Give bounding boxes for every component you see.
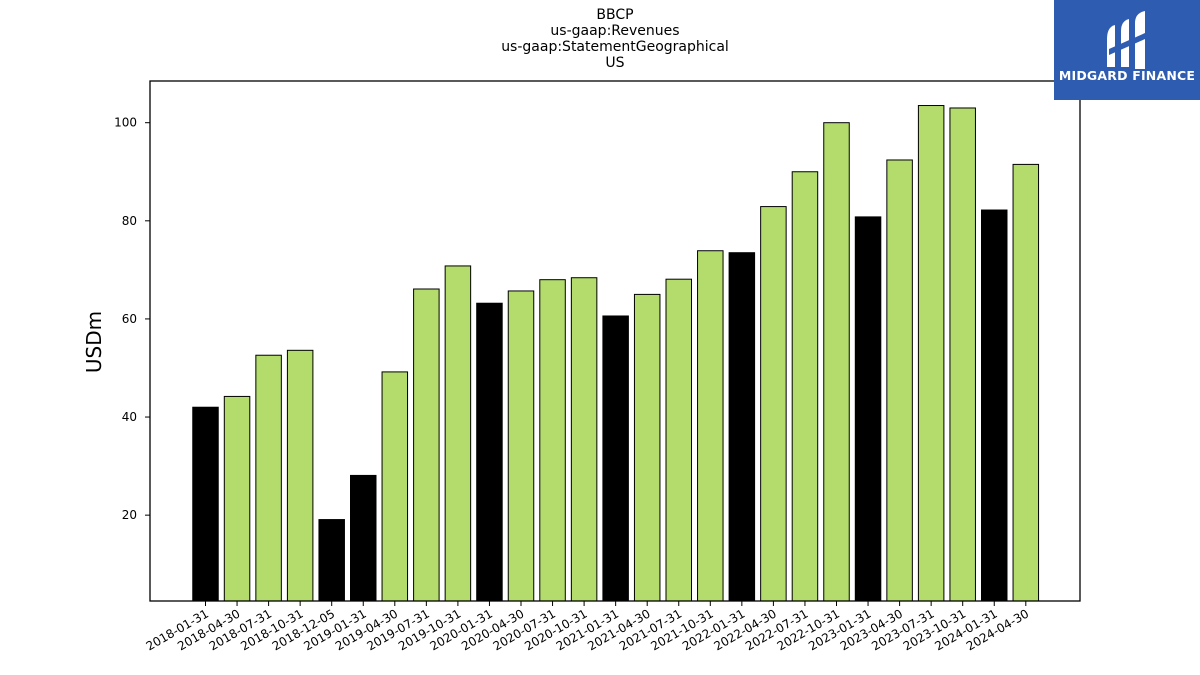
bar-2024-01-31 [981,209,1008,602]
bar-2022-04-30 [760,206,787,602]
chart-title-line-3: us-gaap:StatementGeographical [501,39,729,55]
y-tick-label: 60 [122,312,137,326]
bar-2019-07-31 [413,288,440,602]
bar-2021-07-31 [665,278,692,602]
bar-2019-10-31 [444,265,472,602]
bar-2023-07-31 [917,105,945,602]
bar-2020-04-30 [507,290,535,602]
bar-2022-10-31 [823,122,850,602]
bar-2019-04-30 [381,371,409,602]
bar-2022-01-31 [728,252,756,602]
bar-2020-01-31 [476,302,503,602]
bar-2024-04-30 [1012,163,1040,602]
chart-title-line-1: BBCP [596,7,634,23]
bar-2021-01-31 [602,315,629,602]
y-ticks-group: 20 40 60 80 100 [114,116,150,522]
y-tick-label: 100 [114,116,137,130]
bar-2018-10-31 [286,349,314,602]
bar-2023-01-31 [854,216,882,602]
bar-2018-12-05 [318,519,345,602]
midgard-logo-mark-icon [1107,11,1145,69]
bar-2023-04-30 [886,159,913,602]
bar-2021-10-31 [697,250,724,602]
brand-name: MIDGARD FINANCE [1058,68,1196,83]
bars-group [192,105,1040,602]
bar-2020-10-31 [570,277,598,602]
chart-title-line-2: us-gaap:Revenues [550,23,680,39]
bar-2018-07-31 [255,354,282,602]
bar-2018-04-30 [223,395,251,602]
bar-2020-07-31 [539,279,566,602]
y-tick-label: 80 [122,214,137,228]
chart-title-line-4: US [605,55,625,71]
midgard-finance-logo: MIDGARD FINANCE [1054,0,1200,100]
bar-2018-01-31 [192,406,219,602]
y-tick-label: 20 [122,508,137,522]
x-ticks-group: 2018-01-312018-04-302018-07-312018-10-31… [144,601,1031,653]
bar-2019-01-31 [350,474,377,602]
bar-2021-04-30 [633,293,661,602]
y-tick-label: 40 [122,410,137,424]
bar-2022-07-31 [791,171,819,602]
plot-frame [149,80,1081,602]
bar-2023-10-31 [949,107,976,602]
